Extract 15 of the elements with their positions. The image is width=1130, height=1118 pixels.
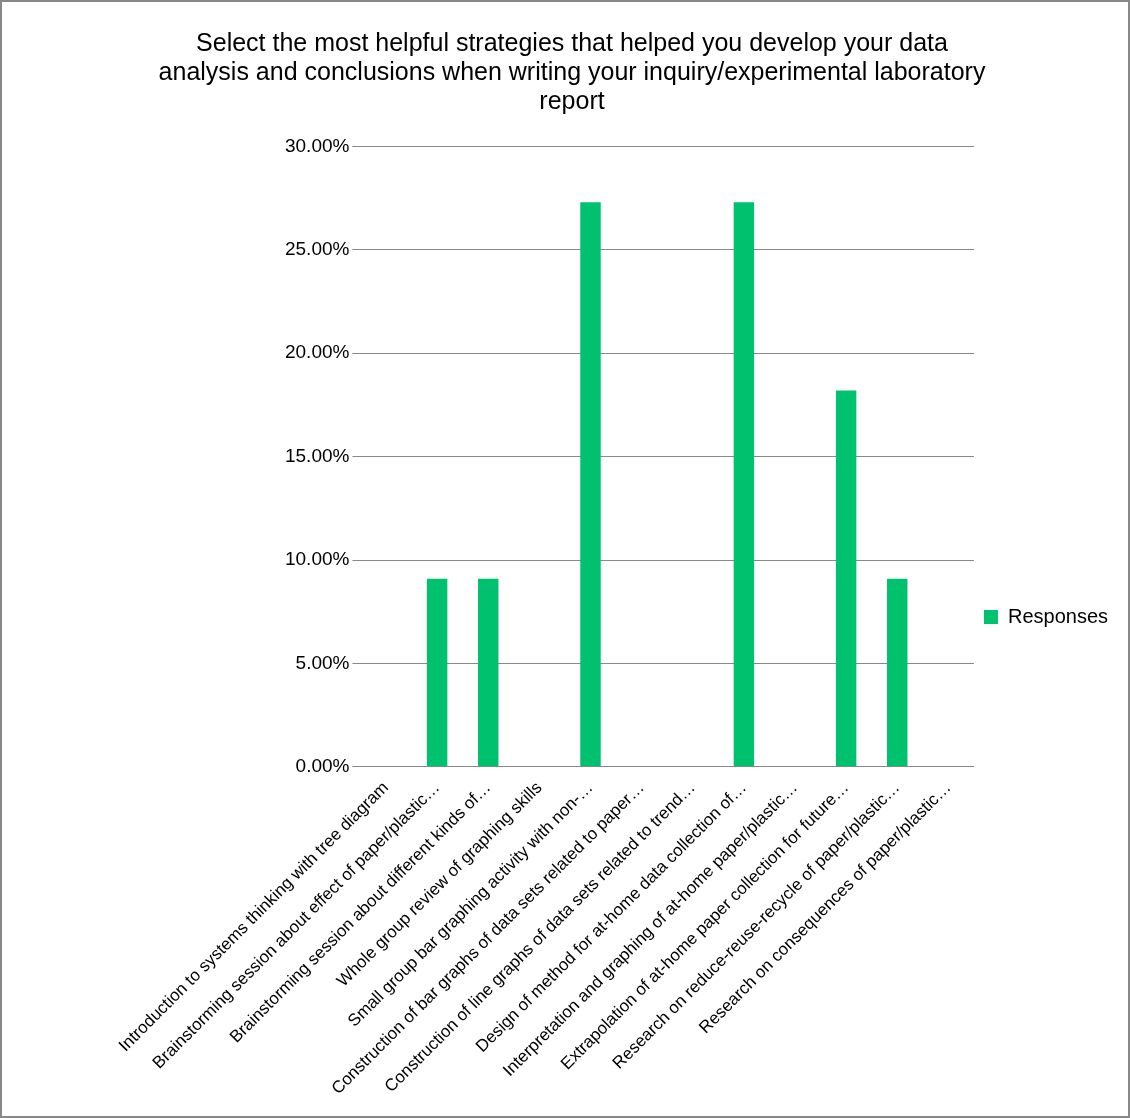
bar — [835, 390, 857, 767]
legend-label: Responses — [1007, 604, 1108, 627]
bar — [478, 578, 499, 767]
y-tick-label: 0.00% — [295, 755, 350, 777]
y-tick-label: 10.00% — [284, 548, 350, 570]
bar — [887, 578, 908, 767]
y-tick-label: 15.00% — [284, 444, 350, 466]
y-tick-label: 25.00% — [284, 238, 350, 260]
y-tick-label: 30.00% — [284, 134, 350, 156]
bar — [580, 202, 601, 767]
y-tick-label: 5.00% — [295, 651, 350, 673]
chart-title: Select the most helpful strategies that helped you develop your data analysis and conclusions when writing your inquiry/experimental laboratory report — [157, 28, 987, 115]
bar — [733, 202, 755, 767]
y-tick-label: 20.00% — [284, 341, 350, 363]
bar — [426, 578, 448, 767]
